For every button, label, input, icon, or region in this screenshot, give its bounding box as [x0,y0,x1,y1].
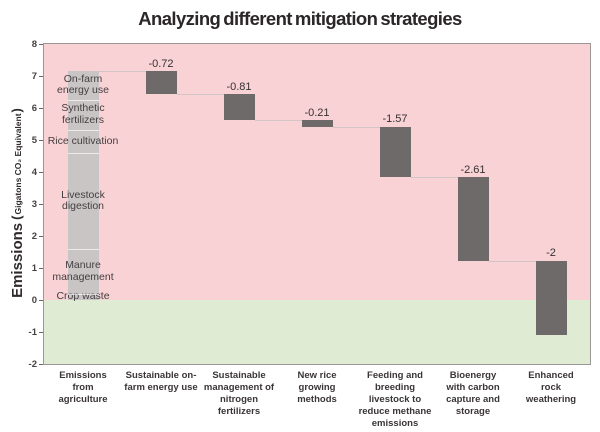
y-tick [39,171,43,173]
x-category-label: Feeding and breeding livestock to reduce… [358,370,432,429]
y-axis-title-open-paren: ( [9,215,24,220]
y-tick-label: 1 [31,262,37,274]
y-tick-label: 0 [31,294,37,306]
connector-line [410,177,458,179]
segment-separator [67,129,99,131]
segment-label: Crop waste [56,290,110,303]
y-tick [39,203,43,205]
bar-value-label: -2.61 [460,163,486,176]
y-tick-label: -1 [28,326,37,338]
y-tick-label: -2 [28,358,37,370]
y-tick-label: 8 [31,38,37,50]
decrease-bar [223,94,255,121]
bar-value-label: -0.21 [304,106,330,119]
connector-line [98,71,146,73]
y-tick [39,299,43,301]
x-category-label: Sustainable management of nitrogen ferti… [203,370,275,417]
total-bar [67,71,99,300]
segment-separator [67,99,99,101]
bar-value-label: -1.57 [382,113,408,126]
decrease-bar [145,71,177,95]
decrease-bar [301,120,333,127]
y-tick [39,75,43,77]
connector-line [176,94,224,96]
segment-separator [67,249,99,251]
x-category-label: New rice growing methods [297,370,337,405]
y-tick [39,235,43,237]
segment-label: On-farm energy use [57,72,109,97]
x-category-label: Enhanced rock weathering [525,370,577,405]
segment-separator [67,294,99,296]
y-tick [39,43,43,45]
y-tick-label: 6 [31,102,37,114]
segment-separator [67,152,99,154]
bar-value-label: -2 [546,247,556,260]
decrease-bar [535,260,567,336]
chart-title: Analyzing different mitigation strategie… [138,8,462,29]
segment-label: Livestock digestion [61,188,105,213]
segment-label: Rice cultivation [47,134,119,147]
decrease-bar [379,126,411,178]
segment-label: Synthetic fertilizers [61,102,105,126]
connector-line [488,260,536,262]
y-tick-label: 7 [31,70,37,82]
plot-area: 8 7 6 5 4 3 2 1 0 -1 -2 Crop waste Manure management… [29,39,591,429]
connector-line [254,120,302,122]
x-category-label: Emissions from agriculture [58,370,108,405]
y-tick-label: 5 [31,134,37,146]
x-category-label: Bioenergy with carbon capture and storag… [446,370,500,417]
x-category-label: Sustainable on- farm energy use [124,370,198,393]
segment-label: Manure management [52,259,114,283]
bar-value-label: -0.81 [226,80,252,93]
y-tick [39,363,43,365]
y-tick [39,107,43,109]
y-tick [39,331,43,333]
y-tick [39,139,43,141]
y-tick-label: 4 [31,166,37,178]
decrease-bar [457,177,489,261]
below-zero-region [44,300,590,364]
y-tick-label: 3 [31,198,37,210]
above-zero-region [44,44,590,300]
connector-line [332,126,380,128]
y-tick-label: 2 [31,230,37,242]
bar-value-label: -0.72 [148,57,174,70]
y-tick [39,267,43,269]
